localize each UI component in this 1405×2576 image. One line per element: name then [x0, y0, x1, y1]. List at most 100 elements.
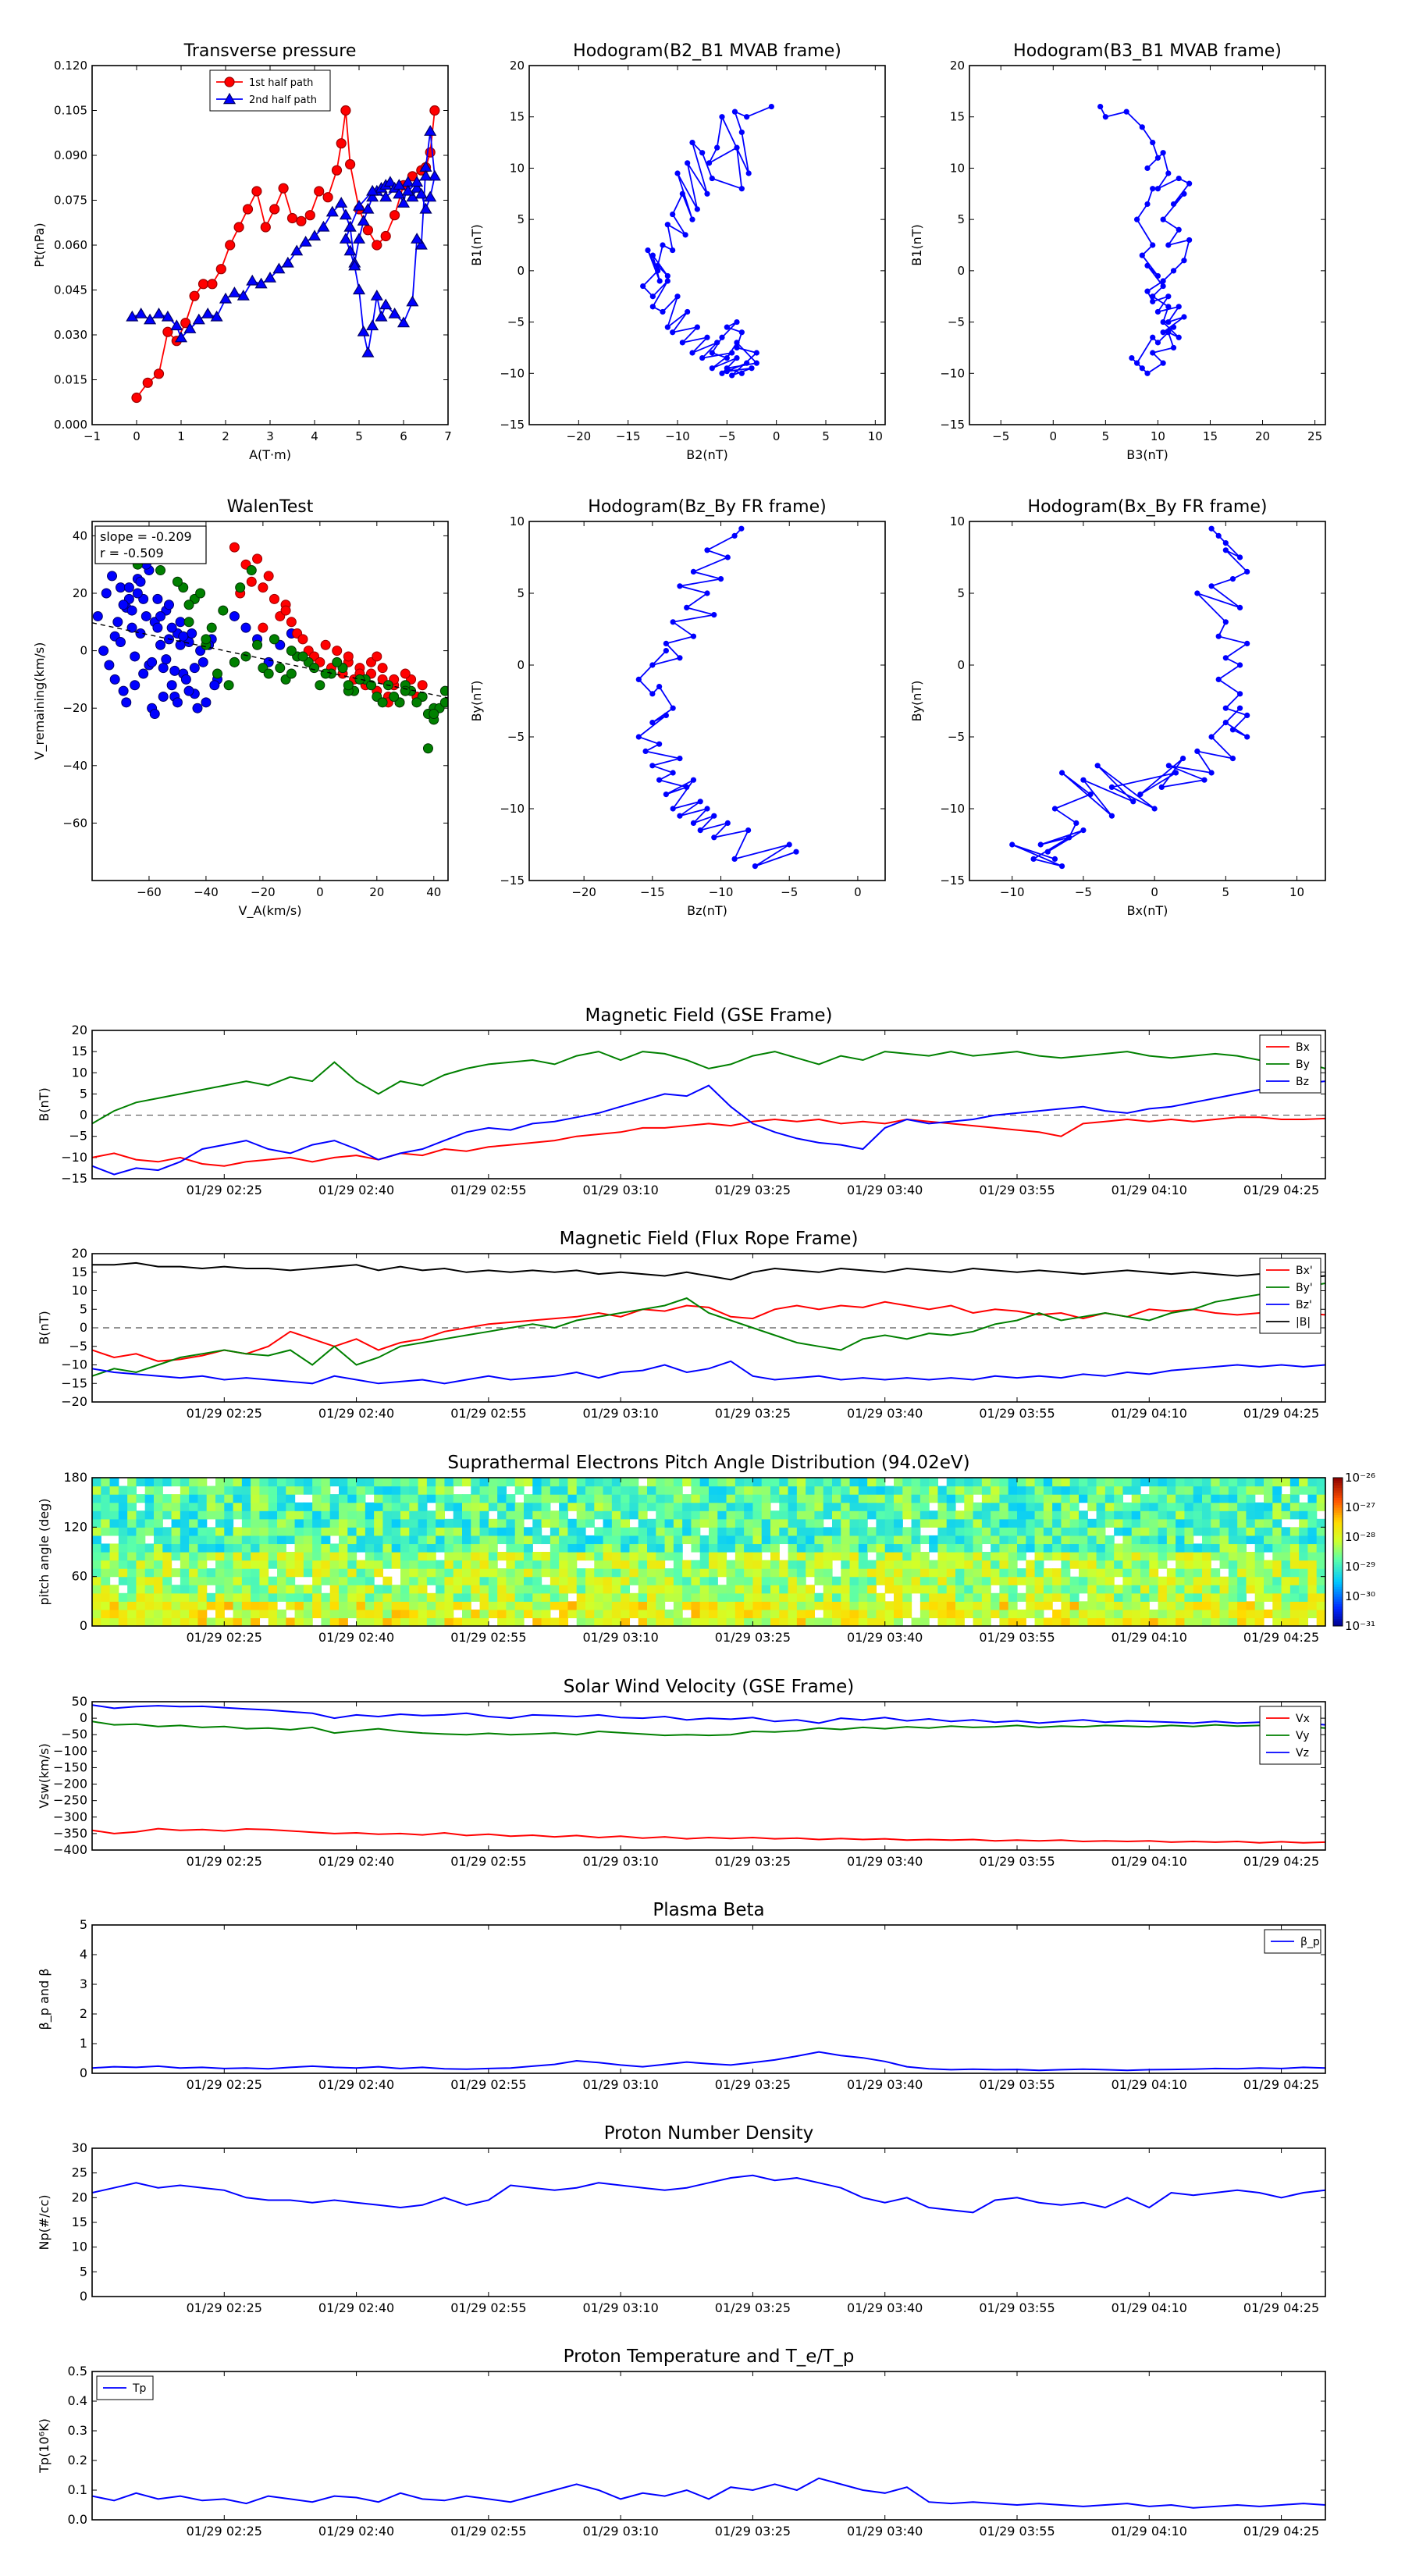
- heatmap-cell: [462, 1592, 471, 1602]
- heatmap-cell: [611, 1609, 621, 1619]
- heatmap-cell: [884, 1494, 895, 1503]
- heatmap-cell: [770, 1568, 780, 1578]
- heatmap-cell: [867, 1510, 877, 1520]
- y-tick-label: 5: [80, 1086, 87, 1101]
- data-point: [1215, 532, 1222, 539]
- heatmap-cell: [841, 1585, 851, 1594]
- heatmap-cell: [356, 1568, 366, 1578]
- heatmap-cell: [1219, 1485, 1229, 1495]
- heatmap-cell: [629, 1576, 639, 1585]
- colorbar-segment: [1333, 1495, 1343, 1498]
- heatmap-cell: [479, 1552, 489, 1561]
- data-point: [286, 617, 297, 628]
- legend-label: Vz: [1296, 1747, 1309, 1759]
- heatmap-cell: [752, 1568, 763, 1578]
- heatmap-cell: [699, 1552, 710, 1561]
- x-tick-label: 01/29 04:10: [1112, 2300, 1187, 2315]
- colorbar-segment: [1333, 1514, 1343, 1518]
- heatmap-cell: [312, 1601, 322, 1610]
- y-tick-label: 20: [73, 586, 87, 600]
- heatmap-cell: [1264, 1609, 1273, 1619]
- heatmap-cell: [752, 1560, 763, 1569]
- heatmap-cell: [1307, 1527, 1318, 1536]
- heatmap-cell: [1096, 1518, 1106, 1528]
- heatmap-cell: [673, 1527, 683, 1536]
- heatmap-cell: [312, 1478, 322, 1487]
- heatmap-cell: [1176, 1543, 1186, 1553]
- heatmap-cell: [436, 1485, 446, 1495]
- x-tick-label: 01/29 04:10: [1112, 1406, 1187, 1421]
- heatmap-cell: [339, 1543, 348, 1553]
- heatmap-cell: [312, 1592, 322, 1602]
- heatmap-cell: [999, 1568, 1009, 1578]
- heatmap-cell: [197, 1502, 208, 1511]
- heatmap-cell: [752, 1527, 763, 1536]
- heatmap-cell: [638, 1502, 648, 1511]
- heatmap-cell: [621, 1609, 631, 1619]
- data-point: [263, 271, 277, 283]
- series-line: [92, 1080, 1325, 1176]
- heatmap-cell: [1272, 1518, 1282, 1528]
- x-tick-label: −5: [718, 429, 735, 443]
- heatmap-cell: [541, 1518, 551, 1528]
- data-point: [1176, 334, 1182, 340]
- heatmap-cell: [806, 1485, 816, 1495]
- heatmap-cell: [1281, 1560, 1291, 1569]
- plot-body: [126, 105, 441, 404]
- data-point: [717, 576, 724, 582]
- data-point: [166, 680, 177, 691]
- heatmap-cell: [752, 1601, 763, 1610]
- heatmap-cell: [1114, 1585, 1124, 1594]
- heatmap-cell: [1246, 1585, 1256, 1594]
- heatmap-cell: [894, 1617, 903, 1627]
- heatmap-cell: [118, 1552, 128, 1561]
- x-tick-label: −20: [567, 429, 592, 443]
- data-point: [152, 307, 165, 318]
- heatmap-cell: [171, 1494, 181, 1503]
- y-tick-label: −5: [948, 730, 965, 744]
- heatmap-cell: [1158, 1478, 1168, 1487]
- heatmap-cell: [162, 1502, 173, 1511]
- heatmap-cell: [1131, 1617, 1141, 1627]
- heatmap-cell: [929, 1510, 939, 1520]
- data-point: [1154, 186, 1161, 192]
- data-point: [1066, 834, 1072, 841]
- heatmap-cell: [752, 1494, 763, 1503]
- heatmap-cell: [1008, 1617, 1018, 1627]
- heatmap-cell: [1307, 1592, 1318, 1602]
- heatmap-cell: [603, 1585, 613, 1594]
- heatmap-cell: [1272, 1576, 1282, 1585]
- heatmap-cell: [664, 1543, 674, 1553]
- data-point: [694, 324, 700, 330]
- heatmap-cell: [382, 1592, 393, 1602]
- colorbar-segment: [1333, 1582, 1343, 1585]
- heatmap-cell: [189, 1535, 199, 1545]
- heatmap-cell: [303, 1510, 313, 1520]
- y-tick-label: 0.015: [54, 373, 87, 387]
- heatmap-cell: [1272, 1527, 1282, 1536]
- heatmap-cell: [382, 1510, 393, 1520]
- data-point: [1170, 268, 1177, 274]
- heatmap-cell: [788, 1560, 798, 1569]
- heatmap-cell: [1069, 1543, 1080, 1553]
- heatmap-cell: [506, 1576, 516, 1585]
- heatmap-cell: [981, 1552, 991, 1561]
- heatmap-cell: [391, 1535, 401, 1545]
- heatmap-cell: [611, 1494, 621, 1503]
- heatmap-cell: [259, 1527, 269, 1536]
- heatmap-cell: [268, 1478, 278, 1487]
- data-point: [132, 588, 143, 599]
- data-point: [685, 308, 691, 315]
- heatmap-cell: [1052, 1502, 1062, 1511]
- heatmap-cell: [1166, 1535, 1176, 1545]
- data-point: [210, 310, 223, 322]
- heatmap-cell: [1281, 1585, 1291, 1594]
- data-point: [192, 313, 205, 325]
- data-point: [711, 612, 717, 618]
- heatmap-cell: [691, 1510, 701, 1520]
- x-tick-label: 0: [133, 429, 140, 443]
- heatmap-cell: [1008, 1585, 1018, 1594]
- heatmap-cell: [1254, 1518, 1264, 1528]
- heatmap-cell: [576, 1617, 586, 1627]
- data-point: [107, 571, 118, 582]
